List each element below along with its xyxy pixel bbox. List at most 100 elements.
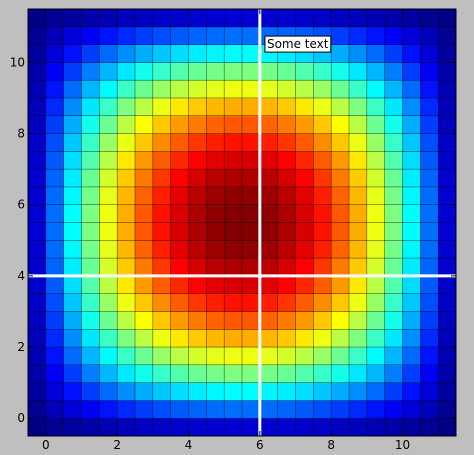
heatmap-cell [152,400,172,419]
heatmap-cell [295,418,314,437]
heatmap-cell [384,347,403,366]
heatmap-cell [420,169,439,188]
heatmap-cell [366,97,386,117]
heatmap-cell [45,347,65,366]
heatmap-cell [438,97,457,117]
heatmap-cell [259,169,279,188]
heatmap-cell [438,26,457,45]
heatmap-cell [242,151,261,170]
heatmap-cell [63,97,82,117]
heatmap-cell [188,258,207,277]
heatmap-cell [81,311,100,330]
heatmap-cell [331,347,350,366]
heatmap-cell [331,169,350,188]
heatmap-cell [384,364,403,384]
heatmap-cell [99,240,118,259]
heatmap-cell [152,26,172,45]
heatmap-cell [28,186,47,206]
heatmap-cell [402,418,421,437]
heatmap-cell [384,44,403,63]
x-axis-ticks: 0 2 4 6 8 10 [42,9,410,452]
heatmap-cell [45,364,65,384]
heatmap-cell [170,26,189,45]
heatmap-cell [170,133,189,152]
heatmap-cell [117,293,136,312]
heatmap-cell [63,382,82,401]
heatmap-cell [135,240,154,259]
heatmap-cell [438,364,457,384]
heatmap-cell [331,62,350,81]
heatmap-cell [402,44,421,63]
heatmap-cell [438,311,457,330]
heatmap-cells [28,9,457,437]
heatmap-cell [224,347,243,366]
heatmap-cell [206,311,225,330]
x-tick-label: 10 [395,438,410,452]
heatmap-cell [242,293,261,312]
heatmap-cell [152,293,172,312]
heatmap-cell [28,275,47,295]
heatmap-cell [402,186,421,206]
heatmap-cell [117,418,136,437]
heatmap-cell [117,222,136,241]
heatmap-cell [402,80,421,99]
heatmap-cell [81,400,100,419]
heatmap-cell [366,329,386,348]
heatmap-cell [349,311,368,330]
heatmap-cell [99,364,118,384]
heatmap-cell [349,258,368,277]
heatmap-cell [420,400,439,419]
heatmap-cell [99,311,118,330]
heatmap-cell [438,133,457,152]
heatmap-cell [349,9,368,28]
heatmap-cell [366,62,386,81]
heatmap-cell [206,133,225,152]
heatmap-cell [277,382,296,401]
heatmap-cell [117,347,136,366]
heatmap-cell [28,151,47,170]
heatmap-cell [259,9,279,28]
heatmap-cell [277,275,296,295]
heatmap-cell [152,240,172,259]
heatmap-cell [277,364,296,384]
heatmap-cell [366,186,386,206]
heatmap-cell [438,44,457,63]
heatmap-cell [81,418,100,437]
y-tick-label: 2 [17,340,25,354]
heatmap-cell [45,222,65,241]
heatmap-cell [402,222,421,241]
heatmap-cell [224,382,243,401]
x-tick-label: 2 [113,438,121,452]
heatmap-cell [28,169,47,188]
heatmap-cell [242,133,261,152]
heatmap-cell [366,311,386,330]
heatmap-cell [117,364,136,384]
heatmap-cell [188,400,207,419]
heatmap-cell [99,9,118,28]
heatmap-cell [188,44,207,63]
heatmap-cell [313,80,332,99]
heatmap-cell [420,347,439,366]
heatmap-cell [349,329,368,348]
heatmap-cell [188,80,207,99]
heatmap-cell [224,97,243,117]
heatmap-cell [259,186,279,206]
annotation: Some text [264,35,332,53]
heatmap-cell [384,204,403,223]
heatmap-cell [349,418,368,437]
heatmap-cell [277,97,296,117]
heatmap-cell [45,293,65,312]
heatmap-cell [117,204,136,223]
heatmap-cell [242,382,261,401]
heatmap-cell [152,97,172,117]
heatmap-cell [384,311,403,330]
heatmap-cell [402,9,421,28]
heatmap-cell [135,9,154,28]
heatmap-cell [366,9,386,28]
heatmap-cell [206,347,225,366]
heatmap-cell [349,186,368,206]
heatmap-cell [277,169,296,188]
heatmap-cell [331,311,350,330]
annotation-text: Some text [267,37,329,51]
heatmap-cell [81,62,100,81]
